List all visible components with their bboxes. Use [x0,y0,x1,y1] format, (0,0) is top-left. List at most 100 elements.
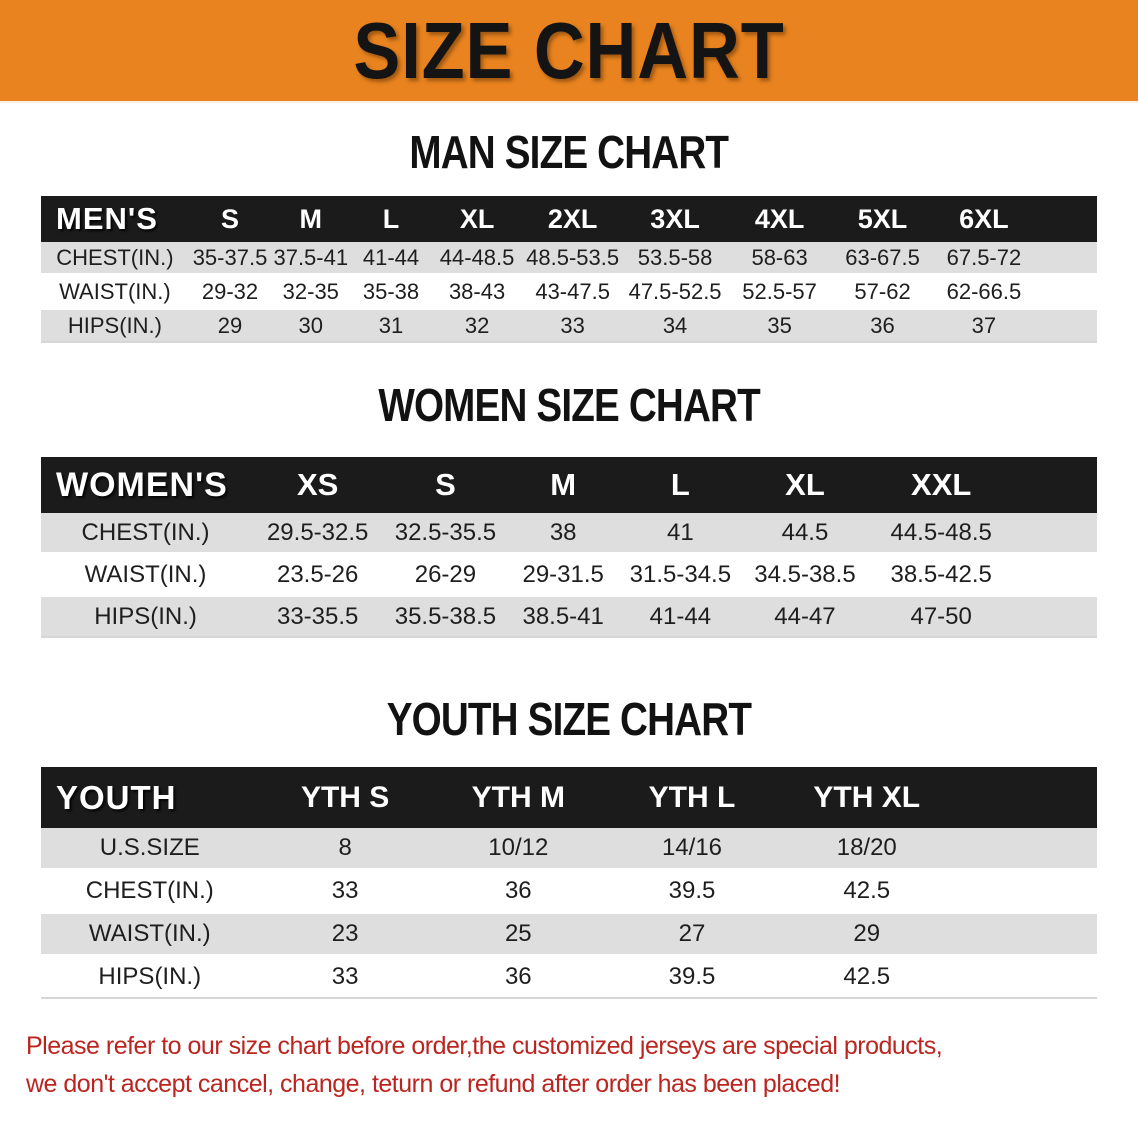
table-header-row: YOUTH YTH S YTH M YTH L YTH XL [41,767,1097,828]
size-cell: 57-62 [831,274,934,310]
men-table-title: MEN'S [41,196,189,242]
order-disclaimer: Please refer to our size chart before or… [0,1027,1138,1103]
row-label: CHEST(IN.) [41,869,259,914]
size-cell: 41-44 [620,595,741,638]
size-cell: 48.5-53.5 [522,242,623,276]
size-cell: 26-29 [385,553,506,597]
size-cell: 63-67.5 [831,242,934,276]
table-row: HIPS(IN.) 29 30 31 32 33 34 35 36 37 [41,308,1097,343]
size-cell: 31.5-34.5 [620,553,741,597]
size-cell: 14/16 [604,828,780,871]
row-label: HIPS(IN.) [41,308,189,343]
youth-table-title: YOUTH [41,767,259,828]
size-cell: 37 [933,308,1035,343]
spacer-cell [954,869,1097,914]
spacer-cell [954,955,1097,999]
size-cell: 35-37.5 [188,242,272,276]
table-row: CHEST(IN.) 35-37.5 37.5-41 41-44 44-48.5… [41,242,1097,276]
size-cell: 29-31.5 [505,553,621,597]
size-chart-banner: SIZE CHART [0,0,1138,103]
row-label: HIPS(IN.) [41,595,251,638]
size-cell: 32-35 [271,274,351,310]
spacer-cell [1034,196,1097,242]
size-cell: 41 [620,513,741,555]
spacer-cell [954,767,1097,828]
row-label: WAIST(IN.) [41,274,189,310]
col-header: M [505,457,621,513]
col-header: YTH M [431,767,605,828]
size-cell: 29 [779,912,955,957]
table-row: WAIST(IN.) 29-32 32-35 35-38 38-43 43-47… [41,274,1097,310]
table-row: CHEST(IN.) 33 36 39.5 42.5 [41,869,1097,914]
size-cell: 34.5-38.5 [740,553,870,597]
size-cell: 35.5-38.5 [385,595,506,638]
size-cell: 33 [258,869,432,914]
women-size-table: WOMEN'S XS S M L XL XXL CHEST(IN.) 29.5-… [41,457,1097,638]
size-cell: 32 [431,308,523,343]
col-header: S [188,196,272,242]
size-cell: 31 [350,308,432,343]
size-cell: 29.5-32.5 [250,513,386,555]
women-section-heading-text: WOMEN SIZE CHART [378,379,760,431]
disclaimer-line-2: we don't accept cancel, change, teturn o… [26,1070,841,1098]
size-cell: 47-50 [869,595,1013,638]
row-label: U.S.SIZE [41,828,259,871]
spacer-cell [1012,513,1097,555]
size-cell: 53.5-58 [622,242,728,276]
size-cell: 67.5-72 [933,242,1035,276]
col-header: XXL [869,457,1013,513]
col-header: L [350,196,432,242]
men-size-table: MEN'S S M L XL 2XL 3XL 4XL 5XL 6XL CHEST… [41,196,1097,343]
size-cell: 27 [604,912,780,957]
size-cell: 8 [258,828,432,871]
size-cell: 39.5 [604,869,780,914]
page-title: SIZE CHART [324,5,814,95]
disclaimer-line-1: Please refer to our size chart before or… [26,1032,943,1060]
col-header: XS [250,457,386,513]
col-header: L [620,457,741,513]
row-label: CHEST(IN.) [41,513,251,555]
size-cell: 33 [522,308,623,343]
size-cell: 36 [431,955,605,999]
size-cell: 44-48.5 [431,242,523,276]
size-cell: 38-43 [431,274,523,310]
size-cell: 43-47.5 [522,274,623,310]
row-label: WAIST(IN.) [41,912,259,957]
table-header-row: WOMEN'S XS S M L XL XXL [41,457,1097,513]
col-header: 5XL [831,196,934,242]
size-cell: 30 [271,308,351,343]
spacer-cell [1012,595,1097,638]
table-row: WAIST(IN.) 23.5-26 26-29 29-31.5 31.5-34… [41,553,1097,597]
size-cell: 34 [622,308,728,343]
size-cell: 42.5 [779,955,955,999]
men-section-heading-text: MAN SIZE CHART [409,126,730,178]
size-cell: 35-38 [350,274,432,310]
table-row: HIPS(IN.) 33-35.5 35.5-38.5 38.5-41 41-4… [41,595,1097,638]
size-cell: 38 [505,513,621,555]
men-section-heading: MAN SIZE CHART [0,126,1138,178]
spacer-cell [1034,274,1097,310]
table-row: U.S.SIZE 8 10/12 14/16 18/20 [41,828,1097,871]
size-cell: 36 [831,308,934,343]
women-table-wrapper: WOMEN'S XS S M L XL XXL CHEST(IN.) 29.5-… [41,457,1097,638]
col-header: 4XL [727,196,832,242]
col-header: 3XL [622,196,728,242]
youth-section-heading: YOUTH SIZE CHART [0,693,1138,745]
youth-size-table: YOUTH YTH S YTH M YTH L YTH XL U.S.SIZE … [41,767,1097,999]
size-cell: 29-32 [188,274,272,310]
size-cell: 33 [258,955,432,999]
page-title-text: SIZE CHART [353,5,785,95]
size-cell: 44-47 [740,595,870,638]
size-cell: 44.5 [740,513,870,555]
col-header: YTH L [604,767,780,828]
men-table-wrapper: MEN'S S M L XL 2XL 3XL 4XL 5XL 6XL CHEST… [41,196,1097,343]
size-cell: 37.5-41 [271,242,351,276]
spacer-cell [1012,553,1097,597]
size-cell: 29 [188,308,272,343]
spacer-cell [1012,457,1097,513]
size-cell: 39.5 [604,955,780,999]
size-cell: 36 [431,869,605,914]
size-cell: 44.5-48.5 [869,513,1013,555]
women-section-heading: WOMEN SIZE CHART [0,379,1138,431]
youth-section-heading-text: YOUTH SIZE CHART [386,693,752,745]
